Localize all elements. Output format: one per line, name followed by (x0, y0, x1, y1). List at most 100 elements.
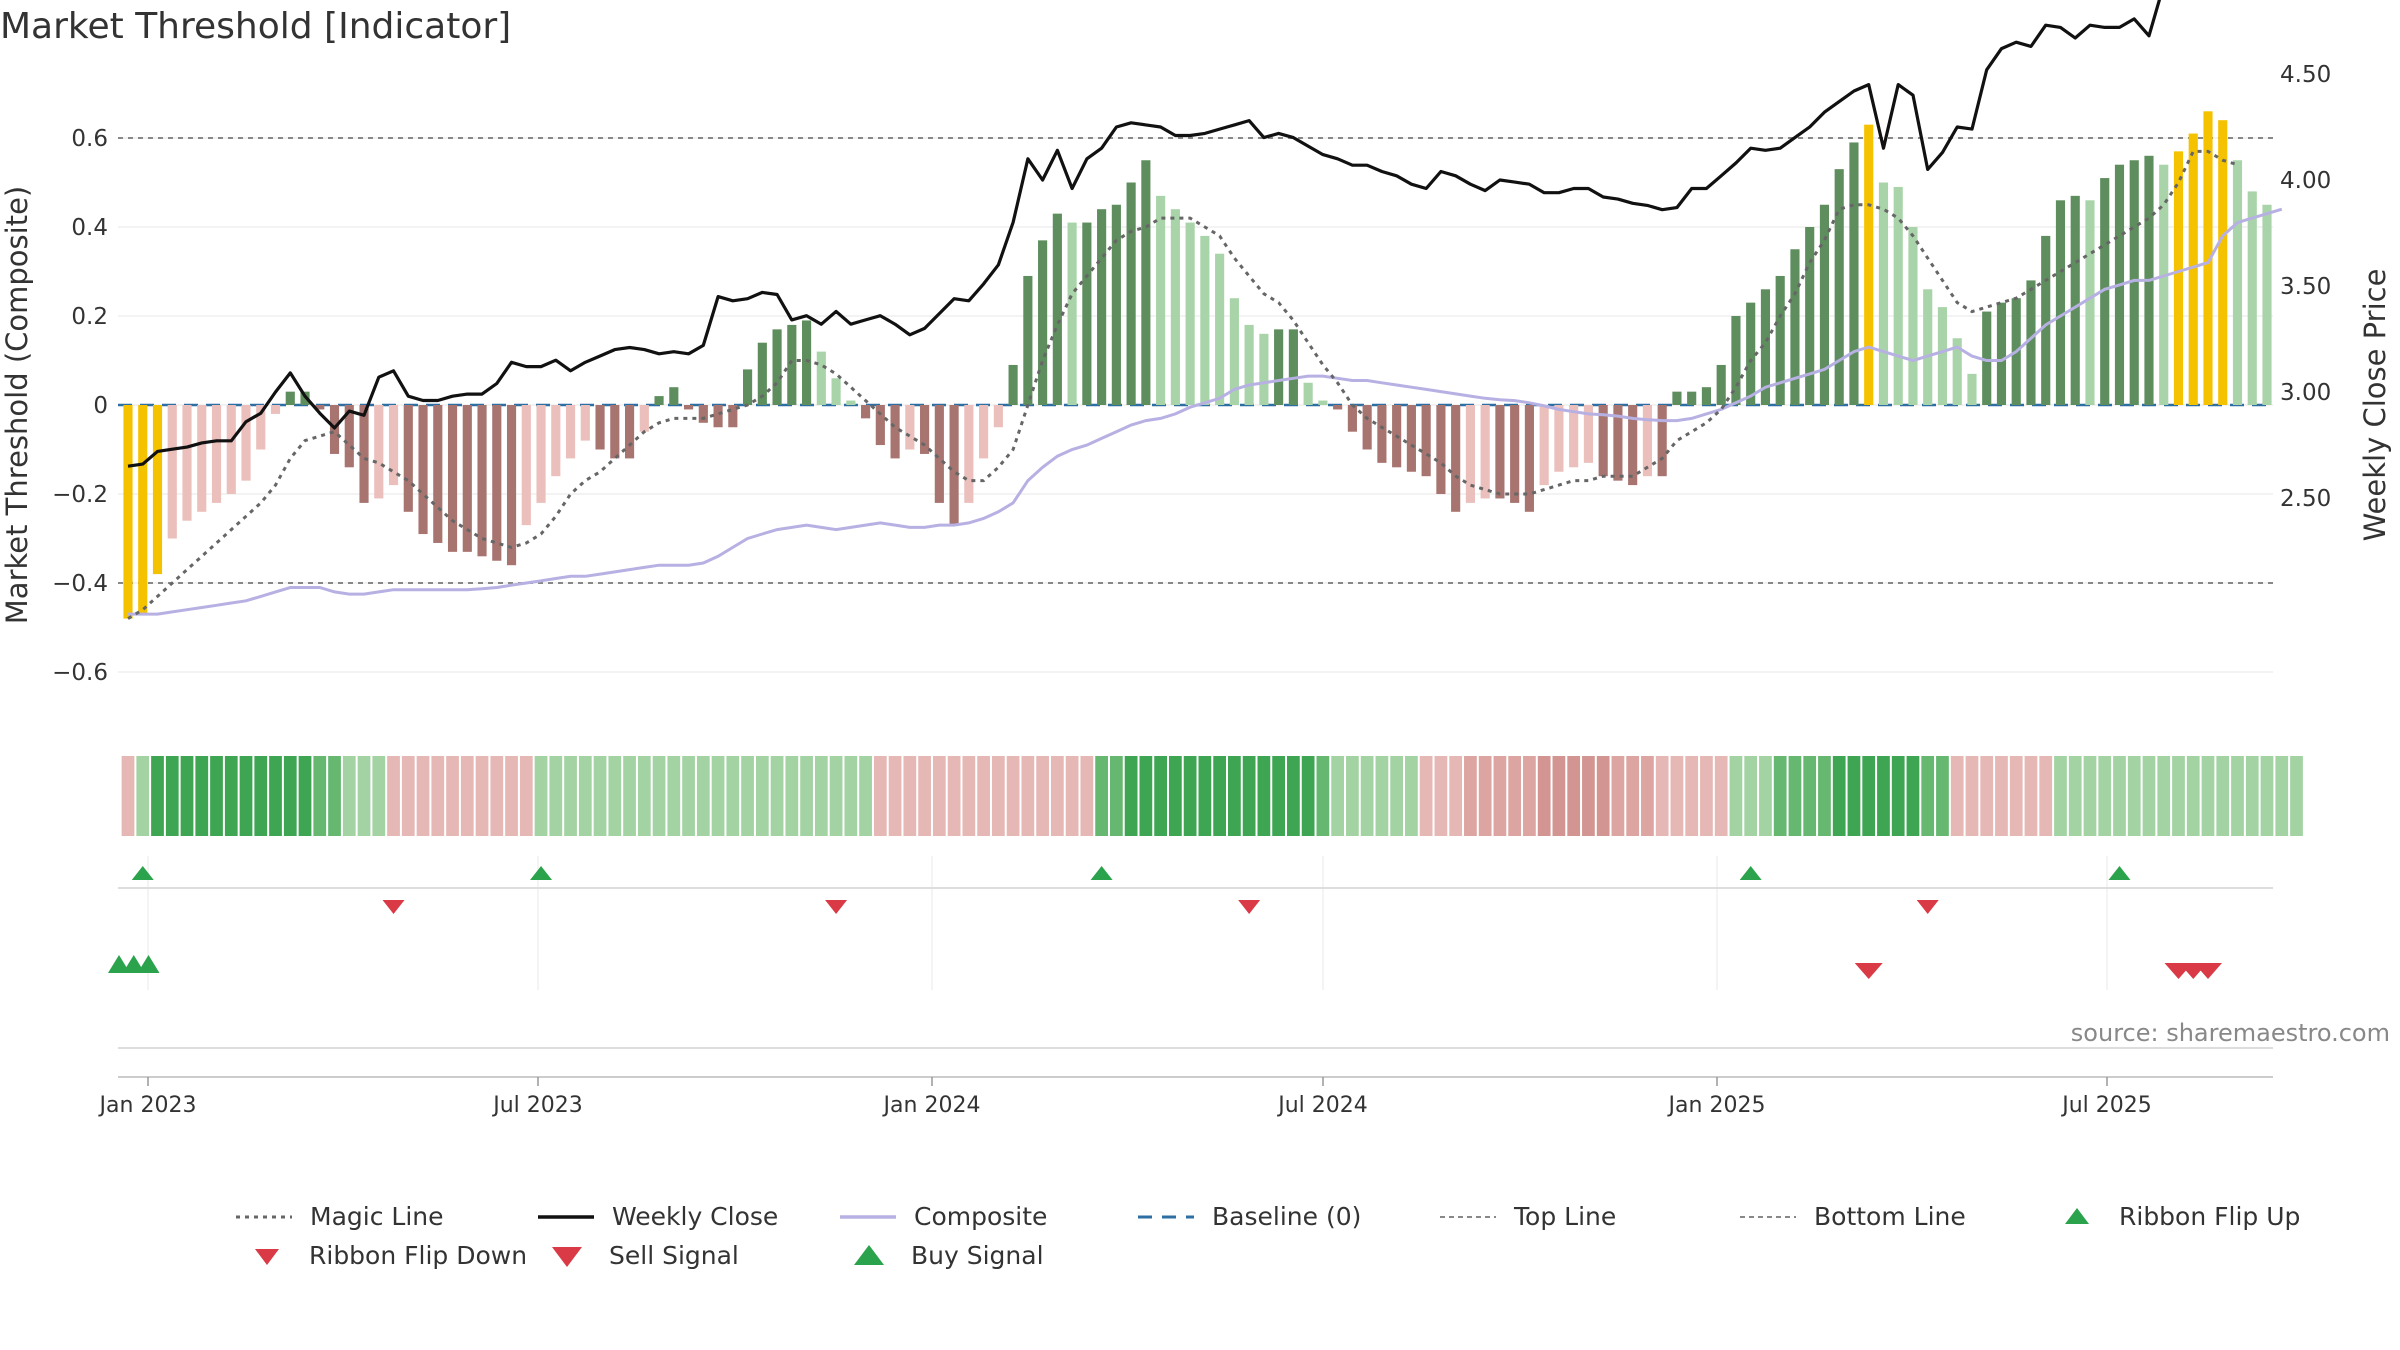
ribbon-cell (283, 756, 297, 836)
composite-bar (831, 378, 841, 405)
ribbon-cell (1950, 756, 1964, 836)
y2-tick-label: 4.00 (2280, 168, 2331, 194)
sell-signal-marker (2193, 963, 2222, 979)
y-tick-label: −0.2 (52, 482, 108, 508)
composite-bar (2129, 160, 2139, 405)
ribbon-cell (1198, 756, 1212, 836)
x-tick-label: Jul 2023 (491, 1093, 583, 1118)
composite-bar (226, 405, 236, 494)
ribbon-flip-down-marker (1916, 900, 1939, 914)
legend-item-bottomline: Bottom Line (1740, 1202, 1966, 1231)
composite-bar (1436, 405, 1446, 494)
x-tick-label: Jul 2025 (2060, 1093, 2152, 1118)
ribbon-cell (947, 756, 961, 836)
ribbon-cell (1744, 756, 1758, 836)
ribbon-cell (844, 756, 858, 836)
composite-bar (1465, 405, 1475, 503)
composite-bar (1288, 329, 1298, 405)
ribbon-cell (1183, 756, 1197, 836)
legend-item-topline: Top Line (1440, 1202, 1616, 1231)
ribbon-cell (342, 756, 356, 836)
ribbon-flip-up-marker (1090, 866, 1113, 880)
composite-bar (920, 405, 930, 454)
composite-bar (949, 405, 959, 526)
composite-bar (1569, 405, 1579, 468)
ribbon-cell (519, 756, 533, 836)
composite-bar (1421, 405, 1431, 477)
composite-bar (624, 405, 635, 459)
ribbon-cell (1213, 756, 1227, 836)
composite-bar (256, 405, 266, 450)
composite-bar (359, 405, 369, 503)
ribbon-cell (151, 756, 164, 836)
composite-bar (344, 405, 354, 468)
ribbon-flip-down-marker (1238, 900, 1261, 914)
ribbon-cell (2201, 756, 2215, 836)
ribbon-cell (1095, 756, 1108, 836)
composite-bar (2262, 204, 2272, 405)
composite-bar (654, 396, 664, 405)
composite-bar (1023, 275, 1033, 405)
composite-bar (536, 405, 546, 503)
composite-bar (241, 405, 251, 481)
ribbon-cell (121, 756, 135, 836)
composite-bar (1362, 405, 1372, 450)
ribbon-cell (2172, 756, 2185, 836)
ribbon-cell (298, 756, 312, 836)
ribbon-cell (652, 756, 666, 836)
legend-label: Composite (914, 1202, 1047, 1231)
composite-bar (1554, 405, 1564, 472)
composite-bar (861, 405, 871, 419)
ribbon-cell (2113, 756, 2126, 836)
series-lines (127, 0, 2283, 620)
composite-bar (1657, 405, 1667, 477)
composite-bar (2041, 235, 2051, 405)
ribbon-cell (1980, 756, 1994, 836)
ribbon-cell (1493, 756, 1507, 836)
ribbon-cell (1714, 756, 1728, 836)
composite-bar (595, 405, 605, 450)
composite-bar (1318, 400, 1328, 405)
ribbon-cell (372, 756, 386, 836)
composite-bar (2218, 120, 2228, 405)
ribbon-cell (1375, 756, 1389, 836)
legend-item-magic: Magic Line (236, 1202, 444, 1231)
ribbon-cell (239, 756, 253, 836)
legend-item-buy: Buy Signal (854, 1241, 1044, 1270)
ribbon-cell (1154, 756, 1167, 836)
ribbon-flip-down-marker (825, 900, 848, 914)
legend-item-flipdown: Ribbon Flip Down (255, 1241, 527, 1270)
y-axis-title: Market Threshold (Composite) (0, 186, 34, 624)
composite-bar (1244, 324, 1254, 405)
composite-bar (1170, 209, 1180, 405)
composite-bar (1038, 240, 1048, 405)
composite-bar (433, 405, 443, 543)
composite-bar (1377, 405, 1387, 463)
ribbon-cell (741, 756, 754, 836)
y-tick-label: −0.6 (52, 660, 108, 686)
ribbon-cell (1346, 756, 1359, 836)
legend-item-baseline: Baseline (0) (1138, 1202, 1361, 1231)
ribbon-cell (1803, 756, 1817, 836)
sell-signal-marker (1854, 963, 1883, 979)
composite-bar (772, 329, 782, 405)
ribbon-cell (1272, 756, 1286, 836)
ribbon-cell (1832, 756, 1846, 836)
x-tick-label: Jul 2024 (1276, 1093, 1368, 1118)
composite-bar (1229, 298, 1239, 405)
ribbon-cell (711, 756, 725, 836)
composite-bar (757, 342, 767, 405)
ribbon-cell (1228, 756, 1241, 836)
y2-axis-title: Weekly Close Price (2358, 269, 2392, 542)
ribbon-cell (977, 756, 990, 836)
ribbon-cell (814, 756, 828, 836)
ribbon-cell (755, 756, 769, 836)
composite-bar (1716, 364, 1726, 405)
ribbon-cell (2054, 756, 2067, 836)
ribbon-cell (446, 756, 459, 836)
composite-bar (1996, 302, 2007, 405)
composite-bar (1215, 253, 1225, 405)
composite-bar (492, 405, 502, 561)
ribbon-cell (2290, 756, 2303, 836)
composite-bar (2085, 200, 2095, 405)
